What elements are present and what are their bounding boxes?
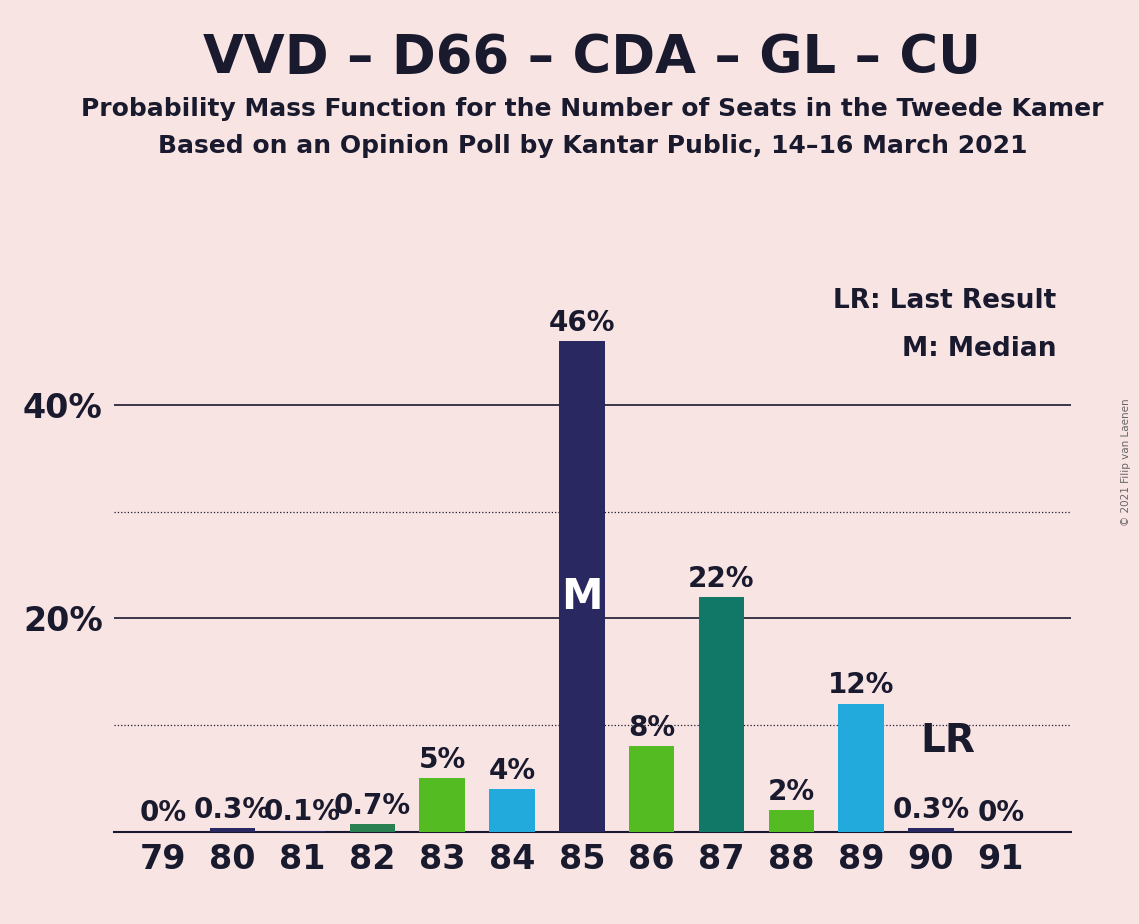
Text: 0.3%: 0.3% (194, 796, 271, 824)
Text: Probability Mass Function for the Number of Seats in the Tweede Kamer: Probability Mass Function for the Number… (81, 97, 1104, 121)
Text: Based on an Opinion Poll by Kantar Public, 14–16 March 2021: Based on an Opinion Poll by Kantar Publi… (157, 134, 1027, 158)
Bar (350, 824, 395, 832)
Bar (699, 597, 744, 832)
Text: M: Median: M: Median (902, 335, 1057, 362)
Text: 8%: 8% (628, 714, 675, 742)
Bar (280, 831, 325, 832)
Text: 5%: 5% (418, 746, 466, 774)
Text: 0.3%: 0.3% (893, 796, 969, 824)
Text: 0.7%: 0.7% (334, 792, 411, 820)
Text: 2%: 2% (768, 778, 814, 806)
Bar (419, 778, 465, 832)
Text: 4%: 4% (489, 757, 535, 784)
Text: 22%: 22% (688, 565, 755, 593)
Bar (908, 829, 953, 832)
Text: M: M (562, 576, 603, 618)
Text: © 2021 Filip van Laenen: © 2021 Filip van Laenen (1121, 398, 1131, 526)
Text: 0%: 0% (977, 799, 1024, 827)
Bar (769, 810, 814, 832)
Text: 12%: 12% (828, 672, 894, 699)
Bar (559, 341, 605, 832)
Text: VVD – D66 – CDA – GL – CU: VVD – D66 – CDA – GL – CU (203, 32, 982, 84)
Bar (490, 789, 534, 832)
Text: LR: Last Result: LR: Last Result (834, 288, 1057, 314)
Bar (210, 829, 255, 832)
Bar (629, 747, 674, 832)
Text: 0%: 0% (139, 799, 187, 827)
Bar (838, 704, 884, 832)
Text: 46%: 46% (549, 309, 615, 337)
Text: 0.1%: 0.1% (264, 798, 341, 826)
Text: LR: LR (920, 722, 975, 760)
